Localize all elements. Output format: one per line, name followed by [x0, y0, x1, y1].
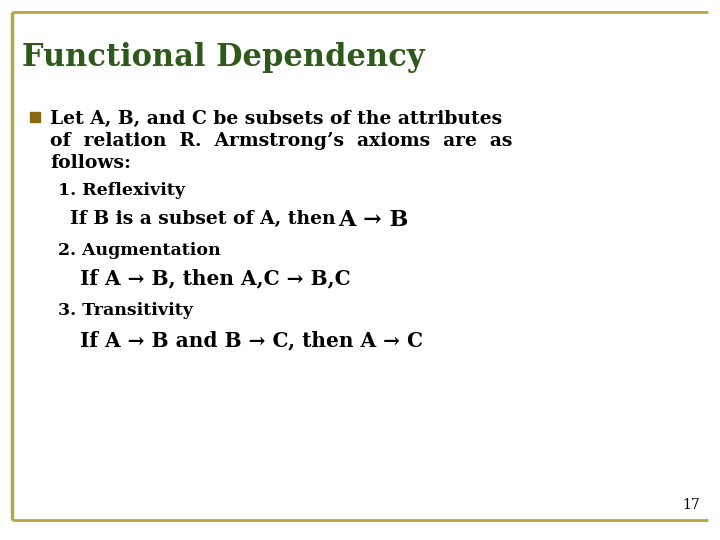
Text: 2. Augmentation: 2. Augmentation	[58, 242, 220, 259]
Text: A → B: A → B	[338, 209, 408, 231]
Text: follows:: follows:	[50, 154, 131, 172]
Text: 3. Transitivity: 3. Transitivity	[58, 302, 193, 319]
Text: If A → B and B → C, then A → C: If A → B and B → C, then A → C	[80, 330, 423, 350]
Text: 17: 17	[683, 498, 700, 512]
Text: of  relation  R.  Armstrong’s  axioms  are  as: of relation R. Armstrong’s axioms are as	[50, 132, 513, 150]
Text: If A → B, then A,C → B,C: If A → B, then A,C → B,C	[80, 268, 351, 288]
Text: Let A, B, and C be subsets of the attributes: Let A, B, and C be subsets of the attrib…	[50, 110, 502, 128]
Bar	[30, 112, 40, 122]
Text: 1. Reflexivity: 1. Reflexivity	[58, 182, 185, 199]
Text: Functional Dependency: Functional Dependency	[22, 42, 425, 73]
Text: If B is a subset of A, then: If B is a subset of A, then	[70, 210, 342, 228]
